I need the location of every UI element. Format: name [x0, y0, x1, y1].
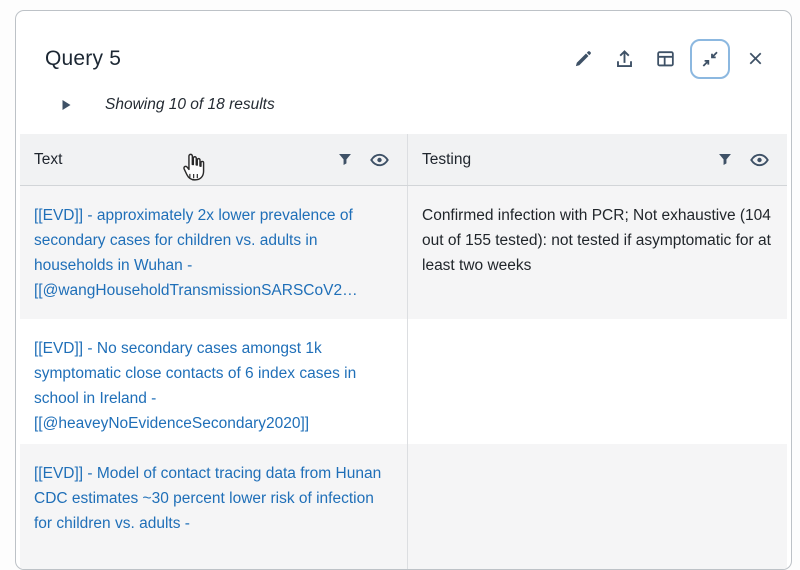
results-summary-row: Showing 10 of 18 results	[16, 93, 791, 117]
filter-icon[interactable]	[716, 151, 734, 169]
expand-results-toggle[interactable]	[60, 97, 74, 113]
collapse-arrows-icon	[702, 51, 718, 67]
toolbar	[567, 38, 771, 79]
results-summary: Showing 10 of 18 results	[105, 96, 275, 113]
table-header-row: Text Testing	[20, 134, 787, 186]
query-panel: Query 5	[15, 10, 792, 570]
cell-testing	[408, 444, 787, 569]
upload-icon	[616, 50, 632, 68]
collapse-button[interactable]	[690, 38, 730, 79]
table-row: [[EVD]] - approximately 2x lower prevale…	[20, 186, 787, 319]
edit-button[interactable]	[567, 43, 599, 75]
eye-icon[interactable]	[749, 151, 770, 169]
column-controls	[716, 151, 787, 169]
cell-testing: Confirmed infection with PCR; Not exhaus…	[422, 207, 771, 274]
eye-icon[interactable]	[369, 151, 390, 169]
column-label: Text	[34, 150, 63, 168]
chevron-right-icon	[62, 100, 71, 110]
page-title: Query 5	[45, 46, 122, 70]
table-icon	[656, 51, 674, 67]
table-row: [[EVD]] - No secondary cases amongst 1k …	[20, 319, 787, 444]
column-controls	[336, 151, 407, 169]
column-header-testing[interactable]: Testing	[408, 134, 787, 185]
cell-text-link[interactable]: [[EVD]] - approximately 2x lower prevale…	[20, 186, 408, 319]
filter-icon[interactable]	[336, 151, 354, 169]
cell-text-link[interactable]: [[EVD]] - No secondary cases amongst 1k …	[20, 319, 408, 444]
close-button[interactable]	[739, 43, 771, 75]
results-table: Text Testing	[20, 134, 787, 569]
close-icon	[749, 52, 761, 65]
cell-text-link[interactable]: [[EVD]] - Model of contact tracing data …	[20, 444, 408, 569]
panel-header: Query 5	[16, 11, 791, 79]
table-row: [[EVD]] - Model of contact tracing data …	[20, 444, 787, 569]
column-header-text[interactable]: Text	[20, 134, 408, 185]
column-label: Testing	[422, 150, 472, 168]
pencil-icon	[575, 50, 591, 66]
screenshot-root: Query 5	[15, 10, 792, 570]
table-view-button[interactable]	[649, 43, 681, 75]
cell-testing	[408, 319, 787, 444]
export-button[interactable]	[608, 43, 640, 75]
